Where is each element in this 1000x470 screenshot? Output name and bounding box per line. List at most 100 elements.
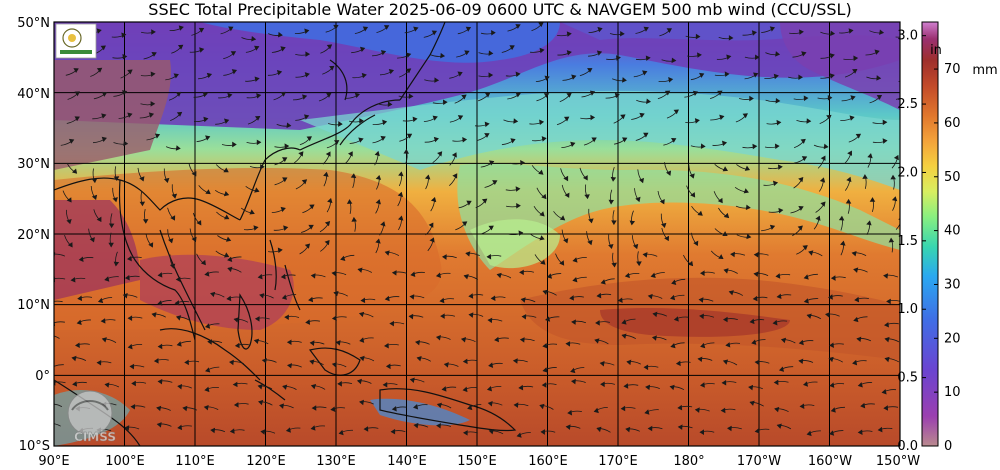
wind-arrowhead — [410, 271, 416, 278]
wind-arrowhead — [643, 26, 649, 32]
wind-arrowhead — [177, 424, 183, 431]
wind-arrowhead — [204, 386, 210, 393]
wind-arrowhead — [462, 358, 468, 365]
wind-arrowhead — [596, 426, 602, 433]
wind-arrowhead — [104, 276, 110, 282]
wind-arrowhead — [538, 22, 544, 28]
wind-arrowhead — [178, 25, 184, 31]
wind-arrowhead — [283, 225, 289, 231]
wind-arrowhead — [803, 381, 809, 387]
wind-arrowhead — [669, 384, 675, 391]
wind-arrowhead — [661, 222, 667, 228]
wind-arrowhead — [846, 176, 852, 183]
wind-arrowhead — [512, 358, 518, 364]
wind-arrowhead — [428, 222, 434, 228]
wind-arrowhead — [542, 343, 548, 349]
wind-arrowhead — [673, 109, 679, 115]
wind-arrowhead — [693, 240, 699, 246]
wind-arrowhead — [97, 297, 104, 304]
wind-arrowhead — [249, 209, 255, 215]
wind-arrowhead — [127, 315, 133, 322]
wind-streamline — [895, 97, 900, 100]
wind-arrowhead — [689, 173, 695, 179]
wind-arrowhead — [281, 157, 288, 163]
wind-arrowhead — [385, 363, 391, 370]
wind-arrowhead — [374, 150, 380, 157]
wind-arrowhead — [408, 313, 414, 320]
wind-arrowhead — [424, 174, 431, 180]
wind-arrowhead — [256, 139, 262, 146]
wind-arrowhead — [391, 406, 397, 412]
wind-arrowhead — [559, 215, 566, 221]
wind-arrowhead — [570, 367, 576, 374]
wind-arrowhead — [616, 55, 621, 61]
wind-arrowhead — [223, 118, 230, 124]
wind-arrowhead — [205, 135, 211, 141]
wind-arrowhead — [754, 359, 760, 366]
wind-arrowhead — [652, 311, 658, 318]
wind-arrowhead — [468, 312, 474, 318]
wind-arrowhead — [176, 341, 182, 347]
colorbar-inch-tick: 0.5 — [897, 371, 918, 386]
wind-arrowhead — [326, 92, 332, 98]
wind-arrowhead — [278, 31, 283, 38]
wind-arrowhead — [587, 68, 593, 73]
wind-arrowhead — [647, 293, 653, 300]
wind-arrowhead — [461, 221, 468, 227]
wind-arrowhead — [196, 220, 202, 226]
wind-arrowhead — [174, 300, 180, 306]
wind-arrowhead — [466, 200, 472, 206]
wind-arrowhead — [113, 261, 120, 267]
wind-arrowhead — [360, 297, 366, 304]
wind-arrowhead — [304, 243, 311, 249]
wind-arrowhead — [563, 175, 569, 182]
wind-arrowhead — [330, 406, 336, 412]
wind-arrowhead — [101, 91, 108, 97]
wind-arrowhead — [323, 171, 329, 177]
wind-arrowhead — [225, 236, 232, 242]
wind-arrowhead — [282, 384, 288, 390]
wind-arrowhead — [287, 363, 293, 369]
wind-arrowhead — [518, 230, 524, 236]
wind-arrowhead — [639, 112, 645, 118]
wind-arrowhead — [210, 291, 216, 298]
lon-label-170e: 170°E — [598, 454, 638, 469]
wind-arrowhead — [391, 270, 397, 276]
wind-arrowhead — [157, 300, 163, 306]
wind-arrowhead — [346, 199, 353, 204]
wind-arrowhead — [279, 403, 285, 409]
wind-arrowhead — [826, 114, 832, 120]
wind-arrowhead — [700, 270, 705, 277]
wind-arrowhead — [798, 339, 804, 346]
wind-arrowhead — [202, 91, 208, 98]
wind-arrowhead — [803, 274, 809, 280]
wind-arrowhead — [435, 272, 442, 279]
wind-arrowhead — [280, 273, 286, 280]
ssec-logo — [55, 23, 97, 59]
wind-arrowhead — [566, 50, 572, 56]
wind-arrowhead — [801, 156, 808, 162]
wind-arrowhead — [797, 225, 803, 231]
wind-arrowhead — [520, 297, 526, 303]
wind-arrowhead — [623, 383, 629, 389]
wind-arrowhead — [257, 383, 263, 390]
wind-arrowhead — [203, 404, 209, 411]
wind-arrowhead — [675, 360, 681, 367]
wind-arrowhead — [486, 386, 493, 392]
wind-arrowhead — [565, 341, 571, 347]
wind-arrowhead — [886, 298, 891, 305]
wind-arrowhead — [629, 220, 636, 226]
wind-arrowhead — [700, 143, 706, 149]
wind-arrowhead — [769, 26, 776, 32]
wind-arrowhead — [877, 426, 883, 433]
wind-arrowhead — [204, 271, 210, 277]
wind-arrowhead — [108, 242, 114, 248]
lon-label-160e: 160°E — [528, 454, 568, 469]
wind-arrowhead — [751, 339, 757, 345]
wind-arrowhead — [800, 138, 806, 144]
wind-arrowhead — [310, 425, 316, 431]
wind-arrowhead — [142, 219, 149, 224]
wind-arrowhead — [157, 272, 163, 278]
wind-arrowhead — [74, 116, 80, 122]
wind-arrowhead — [830, 275, 836, 281]
